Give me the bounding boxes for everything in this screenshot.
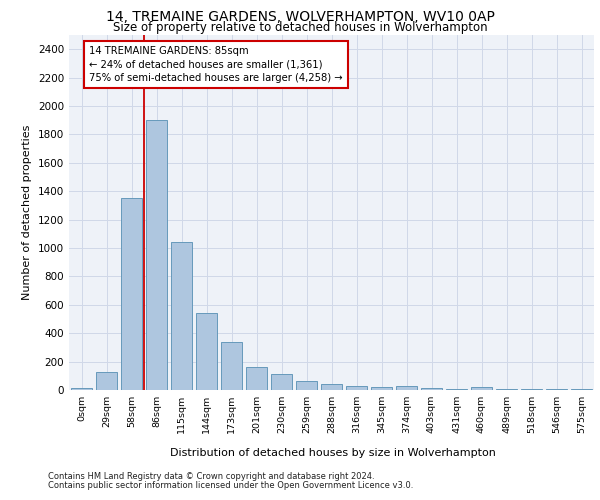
Bar bbox=[421, 388, 442, 390]
Bar bbox=[271, 374, 292, 390]
Bar bbox=[196, 312, 217, 390]
Text: Contains HM Land Registry data © Crown copyright and database right 2024.: Contains HM Land Registry data © Crown c… bbox=[48, 472, 374, 481]
Text: Distribution of detached houses by size in Wolverhampton: Distribution of detached houses by size … bbox=[170, 448, 496, 458]
Text: 14 TREMAINE GARDENS: 85sqm
← 24% of detached houses are smaller (1,361)
75% of s: 14 TREMAINE GARDENS: 85sqm ← 24% of deta… bbox=[89, 46, 343, 83]
Bar bbox=[346, 386, 367, 390]
Text: Size of property relative to detached houses in Wolverhampton: Size of property relative to detached ho… bbox=[113, 21, 487, 34]
Bar bbox=[396, 386, 417, 390]
Bar bbox=[171, 242, 192, 390]
Bar bbox=[121, 198, 142, 390]
Text: Contains public sector information licensed under the Open Government Licence v3: Contains public sector information licen… bbox=[48, 481, 413, 490]
Bar bbox=[221, 342, 242, 390]
Bar bbox=[96, 372, 117, 390]
Bar bbox=[446, 388, 467, 390]
Bar bbox=[246, 368, 267, 390]
Bar bbox=[146, 120, 167, 390]
Bar bbox=[71, 388, 92, 390]
Bar bbox=[296, 381, 317, 390]
Bar bbox=[571, 388, 592, 390]
Bar bbox=[471, 387, 492, 390]
Text: 14, TREMAINE GARDENS, WOLVERHAMPTON, WV10 0AP: 14, TREMAINE GARDENS, WOLVERHAMPTON, WV1… bbox=[106, 10, 494, 24]
Bar bbox=[371, 387, 392, 390]
Y-axis label: Number of detached properties: Number of detached properties bbox=[22, 125, 32, 300]
Bar bbox=[321, 384, 342, 390]
